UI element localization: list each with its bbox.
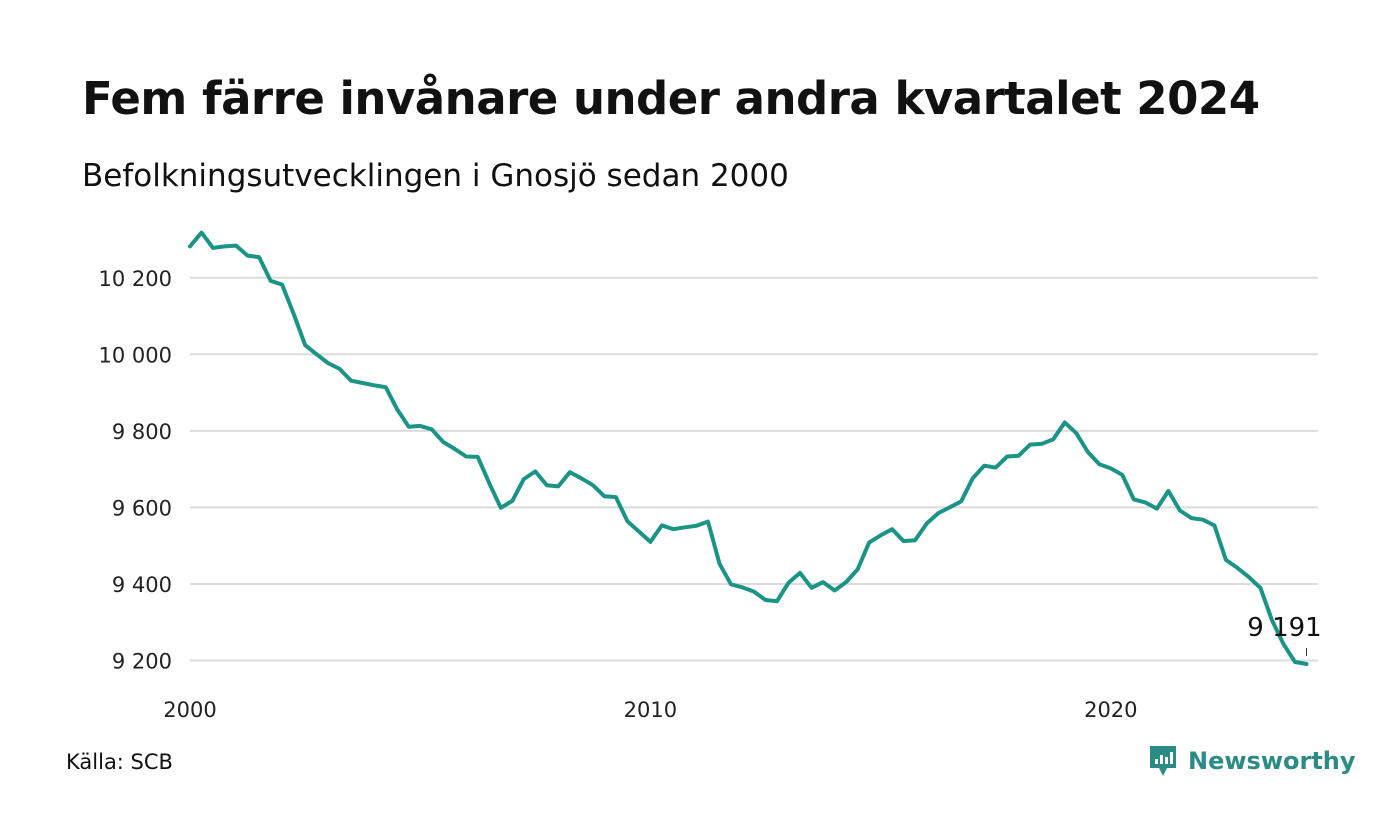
x-tick-label: 2010 <box>624 698 677 722</box>
y-tick-label: 10 000 <box>99 343 172 367</box>
gridlines <box>190 276 1318 662</box>
source-note: Källa: SCB <box>66 750 173 774</box>
x-axis-ticks: 2000 2010 2020 <box>163 698 1137 722</box>
y-axis-ticks: 9 200 9 400 9 600 9 800 10 000 10 200 <box>99 267 172 674</box>
chart-title: Fem färre invånare under andra kvartalet… <box>82 72 1260 125</box>
y-tick-label: 9 400 <box>112 573 172 597</box>
series-line <box>188 230 1309 666</box>
x-tick-label: 2000 <box>163 698 216 722</box>
y-tick-label: 9 200 <box>112 650 172 674</box>
y-tick-label: 9 600 <box>112 496 172 520</box>
x-tick-label: 2020 <box>1084 698 1137 722</box>
end-value-label: 9 191 <box>1247 613 1321 643</box>
newsworthy-logo-icon <box>1150 746 1176 776</box>
brand-logo: Newsworthy <box>1148 744 1356 778</box>
brand-name: Newsworthy <box>1188 747 1356 775</box>
chart-subtitle: Befolkningsutvecklingen i Gnosjö sedan 2… <box>82 158 789 194</box>
line-chart: 9 200 9 400 9 600 9 800 10 000 10 200 2000 201… <box>99 230 1322 722</box>
y-tick-label: 10 200 <box>99 267 172 291</box>
y-tick-label: 9 800 <box>112 420 172 444</box>
